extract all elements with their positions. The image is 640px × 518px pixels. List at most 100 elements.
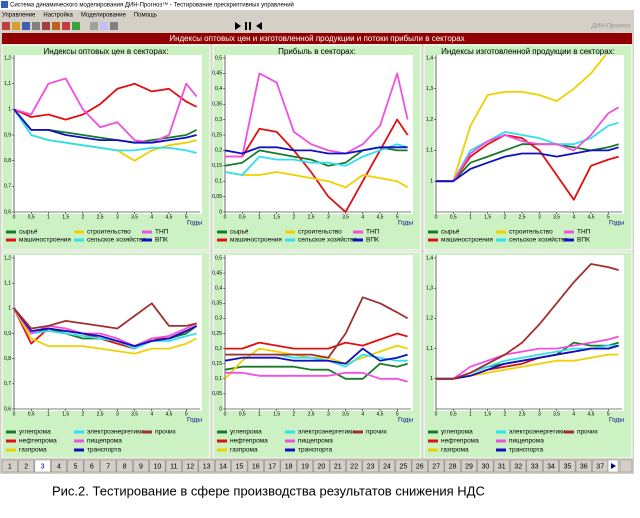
- tab[interactable]: [329, 459, 346, 473]
- legend-label: строительство: [509, 229, 553, 236]
- tool-button[interactable]: [22, 22, 30, 30]
- tool-button[interactable]: [100, 22, 108, 30]
- y-tick-label: 0,1: [215, 179, 222, 185]
- tool-button[interactable]: [62, 22, 70, 30]
- x-tick-label: 0: [224, 214, 227, 220]
- tab[interactable]: [575, 459, 592, 473]
- tool-button[interactable]: [12, 22, 20, 30]
- series-line: [14, 307, 197, 355]
- tab[interactable]: [1, 459, 18, 473]
- tab[interactable]: [395, 459, 412, 473]
- tab[interactable]: [182, 459, 199, 473]
- tab[interactable]: [411, 459, 428, 473]
- y-tick-label: 0,6: [4, 406, 11, 412]
- legend-label: ВПК: [155, 237, 168, 244]
- tab-label: 9: [139, 463, 143, 470]
- tab[interactable]: [444, 459, 461, 473]
- tool-button[interactable]: [32, 22, 40, 30]
- menu-item[interactable]: Моделирование: [81, 13, 127, 19]
- tab[interactable]: [280, 459, 297, 473]
- series-line: [436, 106, 620, 183]
- tool-button[interactable]: [110, 22, 118, 30]
- tab-scroll[interactable]: [619, 459, 633, 473]
- legend-label: пищепрома: [87, 438, 122, 445]
- title-bar: [0, 0, 634, 10]
- tab-label: 12: [186, 463, 194, 470]
- x-tick-label: 4: [150, 214, 153, 220]
- tab[interactable]: [264, 459, 281, 473]
- tab[interactable]: [247, 459, 264, 473]
- legend-swatch: [217, 439, 227, 443]
- tab[interactable]: [362, 459, 379, 473]
- menu-item[interactable]: Настройка: [43, 12, 73, 19]
- chart-title: Индексы оптовых цен в секторах:: [43, 47, 168, 56]
- back-button[interactable]: [256, 22, 262, 30]
- tab[interactable]: [428, 459, 445, 473]
- x-tick-label: 0: [435, 214, 438, 220]
- x-tick-label: 3,5: [342, 411, 349, 417]
- tab[interactable]: [296, 459, 314, 473]
- tool-button[interactable]: [52, 22, 60, 30]
- tab[interactable]: [559, 459, 576, 473]
- tab[interactable]: [542, 459, 560, 473]
- y-tick-label: 0,45: [212, 71, 222, 77]
- legend-swatch: [428, 238, 438, 242]
- legend-label: газпрома: [441, 447, 469, 454]
- tab[interactable]: [346, 459, 363, 473]
- tab[interactable]: [67, 459, 84, 473]
- tab[interactable]: [214, 459, 232, 473]
- y-tick-label: 1: [430, 376, 433, 382]
- tab[interactable]: [132, 459, 150, 473]
- menu-item[interactable]: Помощь: [134, 13, 157, 19]
- tab[interactable]: [510, 459, 527, 473]
- tab[interactable]: [100, 459, 117, 473]
- x-tick-label: 1: [469, 411, 472, 417]
- play-button[interactable]: [235, 22, 241, 30]
- legend-label: электроэнергетики: [509, 429, 566, 436]
- tab[interactable]: [149, 459, 166, 473]
- tab[interactable]: [378, 459, 396, 473]
- tab[interactable]: [18, 459, 35, 473]
- tab[interactable]: [313, 459, 330, 473]
- x-tick-label: 0,5: [239, 214, 246, 220]
- legend-label: электроэнергетики: [87, 429, 144, 436]
- tab[interactable]: [460, 459, 478, 473]
- tab[interactable]: [116, 459, 133, 473]
- x-tick-label: 1: [469, 214, 472, 220]
- y-tick-label: 1: [8, 306, 11, 312]
- tab[interactable]: [493, 459, 510, 473]
- tool-button[interactable]: [72, 22, 80, 30]
- tab-label: 36: [580, 463, 588, 470]
- tool-button[interactable]: [90, 22, 98, 30]
- legend-label: сельское хозяйство: [87, 236, 146, 244]
- tab-label: 33: [531, 463, 539, 470]
- tab[interactable]: [477, 459, 494, 473]
- legend-label: машиностроения: [441, 237, 493, 244]
- legend-label: транспорта: [298, 447, 333, 454]
- tool-button[interactable]: [42, 22, 50, 30]
- tab[interactable]: [165, 459, 182, 473]
- x-tick-label: 4: [572, 411, 575, 417]
- tab[interactable]: [198, 459, 215, 473]
- y-tick-label: 1,2: [426, 117, 433, 123]
- x-tick-label: 2,5: [308, 411, 315, 417]
- tab[interactable]: [231, 459, 248, 473]
- series-line: [14, 82, 198, 121]
- legend-swatch: [285, 430, 295, 434]
- series-line: [436, 146, 619, 183]
- tool-button[interactable]: [2, 22, 10, 30]
- pause-button[interactable]: [249, 22, 251, 30]
- pause-button[interactable]: [245, 22, 247, 30]
- tab[interactable]: [83, 459, 100, 473]
- menu-item[interactable]: Управление: [2, 13, 36, 19]
- tab-label: 3: [41, 463, 45, 470]
- y-tick-label: 0,5: [215, 55, 222, 61]
- tab-label: 30: [482, 463, 490, 470]
- x-tick-label: 2,5: [97, 214, 104, 220]
- tab[interactable]: [34, 459, 51, 473]
- legend-label: прочих: [155, 429, 177, 436]
- x-tick-label: 1,5: [62, 214, 69, 220]
- legend-label: ВПК: [577, 237, 590, 244]
- tab[interactable]: [526, 459, 543, 473]
- tab[interactable]: [50, 459, 68, 473]
